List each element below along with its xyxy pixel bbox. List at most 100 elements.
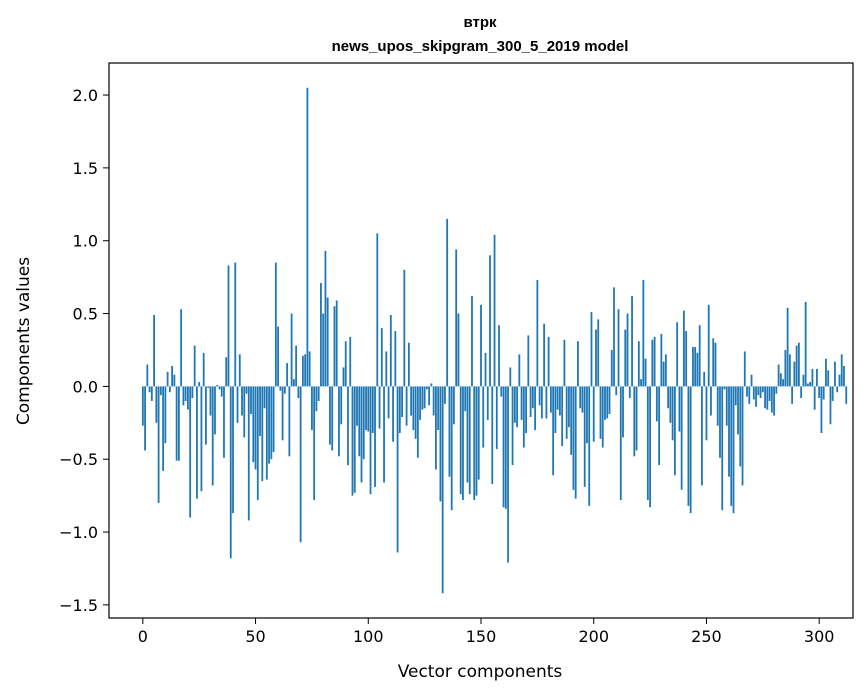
- bar: [592, 386, 595, 442]
- bar: [642, 280, 645, 387]
- bar: [676, 322, 679, 387]
- bar: [680, 386, 683, 490]
- bar: [423, 386, 426, 409]
- bar: [619, 386, 622, 501]
- bar: [223, 386, 225, 458]
- bar: [141, 386, 144, 426]
- bar: [768, 386, 771, 401]
- bar: [827, 370, 830, 387]
- bar: [484, 352, 487, 387]
- bar: [270, 386, 273, 460]
- bar: [502, 386, 505, 508]
- bar: [356, 386, 358, 426]
- bar: [187, 386, 189, 410]
- bar: [247, 386, 250, 521]
- bar: [265, 386, 268, 480]
- bar: [759, 386, 762, 399]
- bar: [288, 386, 291, 457]
- x-tick-label: 100: [353, 627, 384, 646]
- bar: [633, 386, 636, 457]
- bar: [829, 386, 832, 425]
- bar: [475, 386, 478, 496]
- bar: [304, 354, 307, 387]
- bar: [757, 386, 760, 396]
- bar: [292, 379, 295, 387]
- bar: [604, 386, 606, 420]
- bar: [572, 386, 575, 490]
- bar: [308, 351, 311, 387]
- chart-title: втрк: [463, 14, 497, 31]
- bar: [290, 313, 293, 387]
- bar: [683, 310, 685, 387]
- bar: [480, 304, 482, 387]
- bar: [272, 386, 275, 452]
- bar: [340, 386, 343, 425]
- bar: [218, 386, 221, 390]
- bar: [610, 349, 613, 387]
- bar: [588, 386, 591, 506]
- bar: [193, 345, 196, 387]
- bar: [635, 386, 638, 451]
- bar: [818, 386, 821, 399]
- bar: [773, 386, 775, 416]
- bar: [329, 386, 331, 445]
- bar: [734, 386, 737, 406]
- bar: [782, 379, 785, 387]
- bar: [692, 347, 694, 387]
- bar: [450, 386, 453, 511]
- x-tick-label: 300: [804, 627, 835, 646]
- bar: [313, 386, 316, 501]
- bar: [836, 386, 839, 393]
- bar: [820, 386, 823, 433]
- bar: [595, 329, 597, 387]
- bar: [565, 386, 568, 439]
- bar: [561, 386, 564, 447]
- bar: [739, 386, 742, 467]
- bar: [721, 386, 724, 511]
- bar: [498, 325, 500, 387]
- bar: [788, 354, 791, 387]
- bar: [205, 386, 207, 445]
- bar: [797, 342, 800, 387]
- bar: [238, 354, 241, 387]
- x-tick-label: 0: [138, 627, 148, 646]
- bar: [448, 386, 451, 477]
- bar: [320, 282, 322, 387]
- bar: [202, 352, 205, 387]
- bar: [743, 351, 746, 387]
- bar: [428, 386, 431, 406]
- bar: [838, 374, 841, 387]
- bar: [146, 364, 149, 387]
- bar: [586, 386, 588, 444]
- bar: [166, 371, 169, 387]
- bar: [444, 386, 446, 404]
- bar: [737, 386, 739, 435]
- bar: [491, 386, 494, 484]
- bar: [344, 341, 347, 387]
- bar: [559, 386, 561, 416]
- bar: [459, 386, 462, 495]
- bar: [455, 249, 458, 387]
- bar: [719, 386, 721, 458]
- bar: [725, 386, 728, 426]
- bar: [554, 386, 557, 433]
- bar: [795, 345, 798, 387]
- y-tick-label: −1.5: [59, 596, 98, 615]
- bar: [581, 386, 584, 413]
- bar: [263, 386, 266, 409]
- bar: [301, 355, 304, 387]
- bar: [525, 386, 527, 433]
- bar: [432, 386, 435, 416]
- bar: [342, 367, 345, 387]
- bar: [398, 386, 401, 433]
- bar: [509, 367, 512, 387]
- bar: [389, 315, 392, 387]
- bar: [511, 386, 514, 466]
- bar: [414, 386, 417, 439]
- bar: [322, 313, 325, 387]
- bar: [338, 386, 340, 457]
- x-tick-label: 250: [691, 627, 722, 646]
- bar: [813, 386, 816, 410]
- bar: [250, 386, 252, 415]
